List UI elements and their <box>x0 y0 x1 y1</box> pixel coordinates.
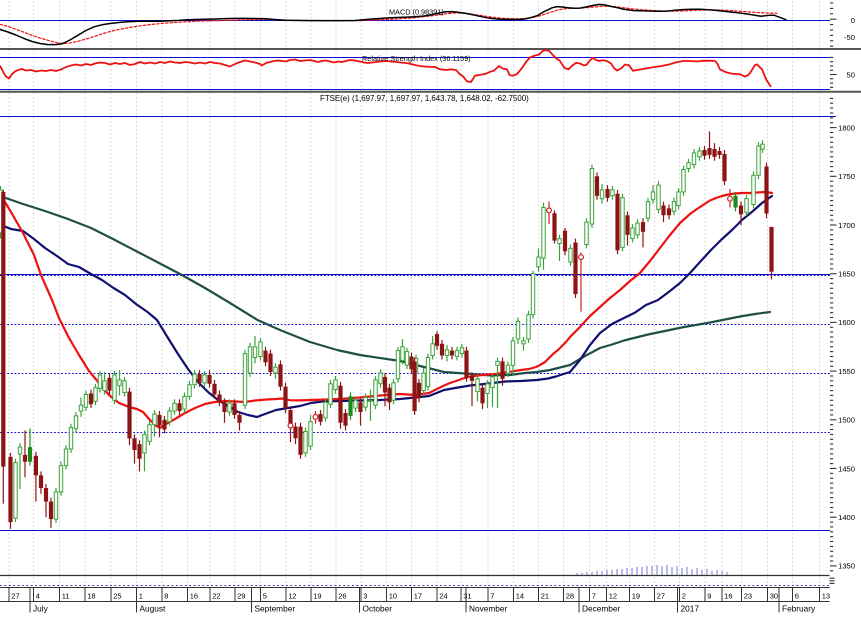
svg-text:19: 19 <box>313 592 321 601</box>
svg-text:4: 4 <box>36 592 40 601</box>
svg-text:27: 27 <box>11 592 19 601</box>
svg-text:November: November <box>469 604 508 614</box>
svg-text:1800: 1800 <box>838 123 855 132</box>
svg-text:27: 27 <box>657 592 665 601</box>
svg-text:50: 50 <box>847 70 855 79</box>
svg-text:24: 24 <box>439 592 447 601</box>
svg-text:9: 9 <box>707 592 711 601</box>
svg-text:7: 7 <box>592 592 596 601</box>
svg-text:3: 3 <box>363 592 367 601</box>
svg-text:30: 30 <box>770 592 778 601</box>
svg-text:1750: 1750 <box>838 172 855 181</box>
svg-text:-50: -50 <box>844 33 855 42</box>
svg-text:12: 12 <box>288 592 296 601</box>
svg-text:July: July <box>33 604 49 614</box>
svg-text:1650: 1650 <box>838 270 855 279</box>
svg-text:1600: 1600 <box>838 318 855 327</box>
svg-text:1500: 1500 <box>838 416 855 425</box>
svg-text:1400: 1400 <box>838 513 855 522</box>
svg-text:14: 14 <box>516 592 524 601</box>
svg-text:September: September <box>255 604 296 614</box>
svg-text:2: 2 <box>682 592 686 601</box>
svg-text:11: 11 <box>62 592 70 601</box>
svg-text:1700: 1700 <box>838 221 855 230</box>
svg-text:21: 21 <box>541 592 549 601</box>
svg-text:16: 16 <box>724 592 732 601</box>
svg-text:1: 1 <box>139 592 143 601</box>
svg-text:28: 28 <box>566 592 574 601</box>
svg-text:13: 13 <box>822 592 830 601</box>
svg-text:26: 26 <box>338 592 346 601</box>
svg-text:August: August <box>140 604 167 614</box>
svg-text:October: October <box>363 604 393 614</box>
svg-text:Relative Strength Index (36.11: Relative Strength Index (36.1159) <box>362 54 471 63</box>
svg-text:25: 25 <box>113 592 121 601</box>
svg-text:5: 5 <box>263 592 267 601</box>
svg-text:MACD (0.98391): MACD (0.98391) <box>389 8 444 17</box>
svg-text:10: 10 <box>389 592 397 601</box>
svg-text:6: 6 <box>795 592 799 601</box>
svg-text:18: 18 <box>87 592 95 601</box>
svg-text:29: 29 <box>237 592 245 601</box>
svg-text:7: 7 <box>490 592 494 601</box>
svg-text:22: 22 <box>212 592 220 601</box>
svg-text:1350: 1350 <box>838 562 855 571</box>
svg-text:0: 0 <box>851 16 855 25</box>
svg-text:12: 12 <box>609 592 617 601</box>
svg-text:December: December <box>582 604 621 614</box>
svg-text:31: 31 <box>463 592 471 601</box>
svg-text:1450: 1450 <box>838 464 855 473</box>
svg-text:19: 19 <box>632 592 640 601</box>
svg-text:1550: 1550 <box>838 367 855 376</box>
svg-text:23: 23 <box>744 592 752 601</box>
svg-text:February: February <box>782 604 816 614</box>
svg-text:2017: 2017 <box>681 604 700 614</box>
svg-text:17: 17 <box>414 592 422 601</box>
svg-text:FTSE(e) (1,697.97, 1,697.97, 1: FTSE(e) (1,697.97, 1,697.97, 1,643.78, 1… <box>320 94 529 103</box>
svg-text:16: 16 <box>190 592 198 601</box>
svg-text:8: 8 <box>164 592 168 601</box>
